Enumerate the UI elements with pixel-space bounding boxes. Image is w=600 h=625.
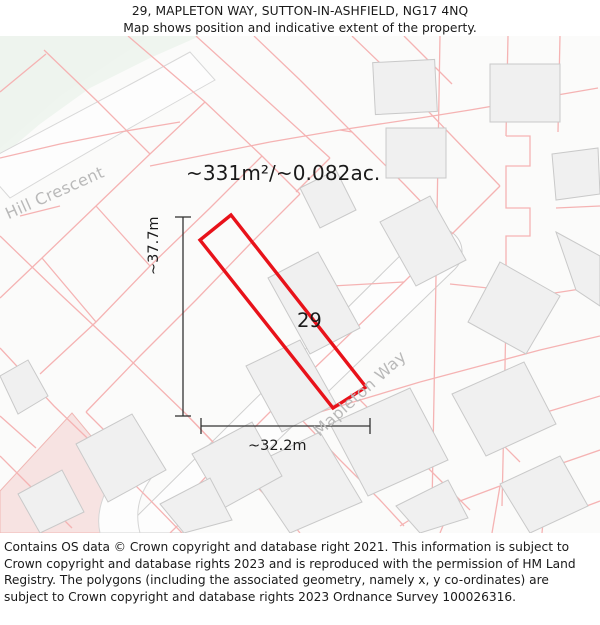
map-vector-layer [0, 36, 600, 533]
green-area-topleft-inner [0, 36, 150, 148]
dimension-label-horizontal: ~32.2m [248, 438, 307, 454]
building-footprints [0, 58, 600, 533]
page-subtitle: Map shows position and indicative extent… [123, 21, 477, 35]
road-hill-crescent [0, 51, 216, 199]
copyright-text: Contains OS data © Crown copyright and d… [4, 540, 576, 604]
dimension-rules [175, 216, 371, 434]
dimension-label-vertical: ~37.7m [146, 216, 162, 275]
map-footer: Contains OS data © Crown copyright and d… [0, 533, 600, 625]
property-boundary-polygon[interactable] [197, 212, 369, 411]
area-label: ~331m²/~0.082ac. [186, 161, 381, 185]
property-house-number: 29 [297, 309, 322, 332]
page-title: 29, MAPLETON WAY, SUTTON-IN-ASHFIELD, NG… [131, 4, 469, 18]
map-canvas[interactable]: ~331m²/~0.082ac. 29 ~37.7m ~32.2m Hill C… [0, 36, 600, 533]
map-header: 29, MAPLETON WAY, SUTTON-IN-ASHFIELD, NG… [0, 0, 600, 36]
